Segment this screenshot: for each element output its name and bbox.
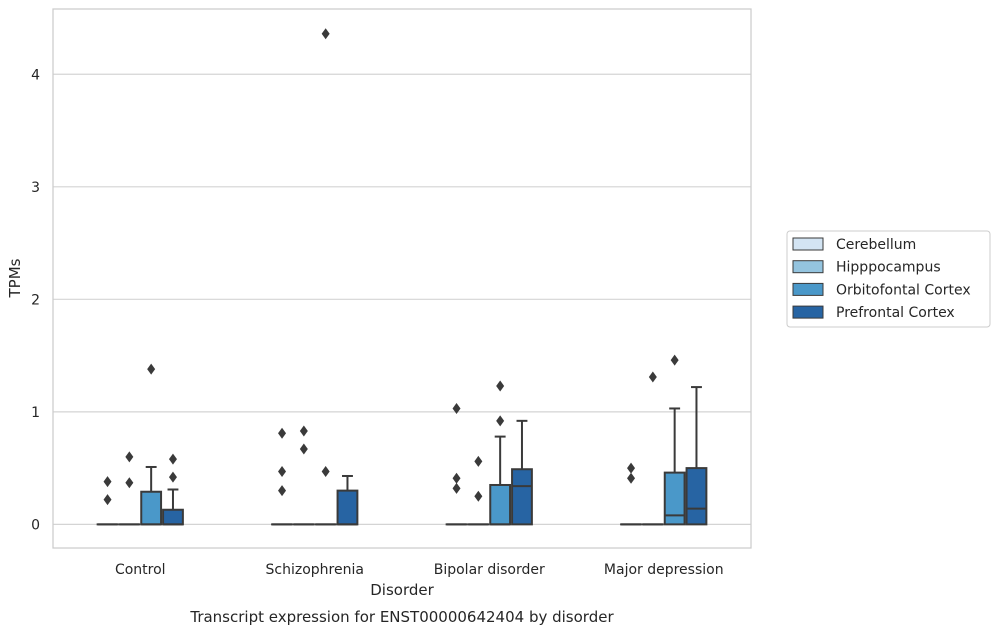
outlier-point (147, 363, 156, 375)
legend-swatch (792, 282, 824, 296)
outlier-point (496, 415, 505, 427)
outlier-point (474, 490, 483, 502)
y-tick-label: 2 (31, 292, 40, 308)
outlier-point (103, 494, 112, 506)
plot-frame (52, 8, 752, 549)
box-body (685, 467, 708, 526)
y-tick-labels: 0 1 2 3 4 (31, 67, 40, 533)
outlier-point (168, 471, 177, 483)
box-body (489, 483, 512, 526)
legend-label: Orbitofontal Cortex (836, 282, 971, 298)
x-tick-labels: Control Schizophrenia Bipolar disorder Majo… (115, 562, 724, 578)
box (140, 465, 163, 526)
boxes (96, 386, 708, 526)
outlier-point (670, 354, 679, 366)
legend: Cerebellum Hipppocampus Orbitofontal Corte… (786, 230, 991, 328)
y-tick-label: 3 (31, 180, 40, 196)
outlier-point (125, 477, 134, 489)
y-tick-label: 0 (31, 517, 40, 533)
legend-swatch (792, 305, 824, 319)
outlier-point (452, 472, 461, 484)
outlier-point (103, 476, 112, 488)
box-body (663, 471, 686, 526)
outlier-point (627, 462, 636, 474)
box-body (336, 489, 359, 526)
box (685, 386, 708, 526)
outlier-point (278, 485, 287, 497)
legend-label: Hipppocampus (836, 260, 941, 276)
x-tick-label: Schizophrenia (266, 562, 364, 578)
outlier-point (321, 465, 330, 477)
box-body (140, 490, 163, 526)
legend-frame (786, 230, 991, 328)
outlier-point (474, 455, 483, 467)
box-body (162, 508, 184, 526)
outlier-point (452, 482, 461, 494)
outlier-point (278, 465, 287, 477)
x-tick-label: Control (115, 562, 166, 578)
box-body (511, 468, 533, 526)
outlier-point (496, 380, 505, 392)
y-axis-title: TPMs (6, 258, 24, 298)
gridlines (53, 73, 751, 525)
box (336, 474, 359, 526)
box (511, 419, 533, 526)
outlier-point (648, 371, 657, 383)
x-axis-title: Disorder (370, 581, 434, 599)
legend-label: Cerebellum (836, 237, 916, 253)
y-tick-label: 1 (31, 405, 40, 421)
legend-label: Prefrontal Cortex (836, 305, 955, 321)
outlier-point (125, 451, 134, 463)
outlier-point (299, 443, 308, 455)
box (489, 435, 512, 526)
legend-swatch (792, 260, 824, 274)
box (162, 488, 184, 526)
chart-caption: Transcript expression for ENST0000064240… (189, 608, 614, 626)
outliers (103, 28, 679, 506)
box (663, 407, 686, 526)
outlier-point (321, 28, 330, 40)
outlier-point (278, 427, 287, 439)
outlier-point (452, 402, 461, 414)
y-tick-label: 4 (31, 67, 40, 83)
x-tick-label: Major depression (604, 562, 724, 578)
x-tick-label: Bipolar disorder (434, 562, 545, 578)
legend-swatch (792, 237, 824, 251)
outlier-point (627, 472, 636, 484)
outlier-point (168, 453, 177, 465)
outlier-point (299, 425, 308, 437)
